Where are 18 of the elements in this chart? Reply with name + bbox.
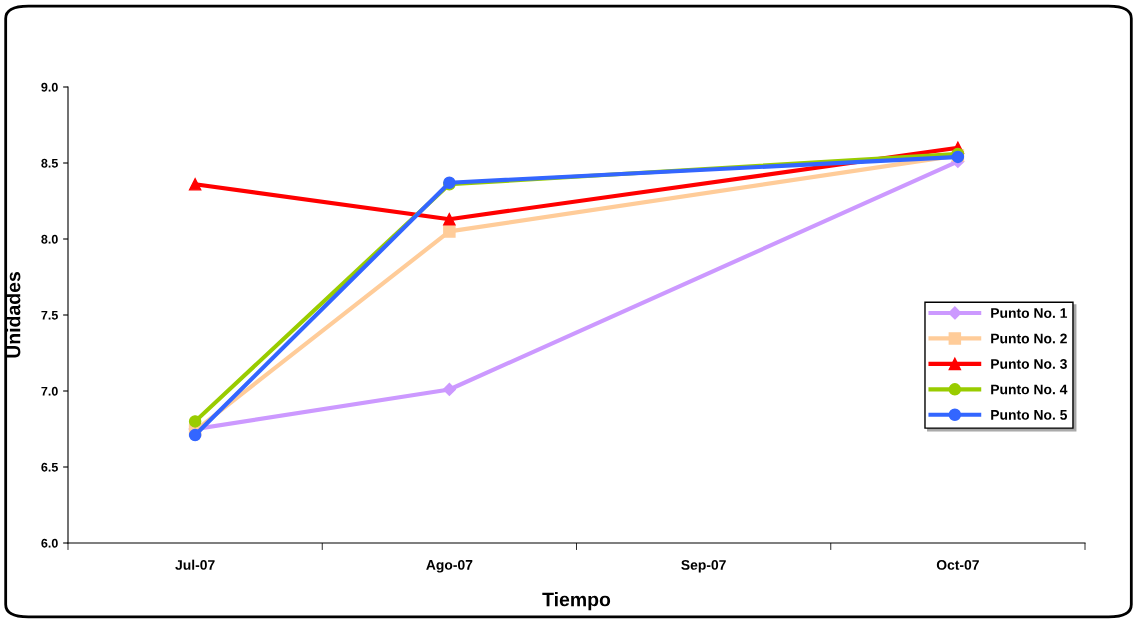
x-tick-label: Jul-07 bbox=[175, 559, 215, 570]
y-tick-label: 8.5 bbox=[41, 158, 58, 168]
y-tick-label: 7.0 bbox=[41, 386, 58, 396]
y-tick-label: 9.0 bbox=[41, 82, 58, 92]
legend-label: Punto No. 5 bbox=[991, 410, 1068, 420]
x-tick-label: Sep-07 bbox=[681, 560, 726, 573]
y-tick-label: 6.0 bbox=[41, 538, 58, 548]
y-axis-title: Unidades bbox=[6, 272, 21, 358]
legend-label: Punto No. 1 bbox=[991, 308, 1068, 318]
x-axis-title: Tiempo bbox=[542, 592, 611, 611]
legend-label: Punto No. 3 bbox=[991, 359, 1067, 369]
x-tick-label: Oct-07 bbox=[936, 560, 979, 570]
y-tick-label: 7.5 bbox=[41, 310, 58, 320]
y-tick-label: 6.5 bbox=[41, 462, 58, 472]
legend-label: Punto No. 4 bbox=[991, 384, 1068, 395]
x-tick-label: Ago-07 bbox=[426, 559, 473, 573]
legend-label: Punto No. 2 bbox=[991, 333, 1067, 344]
y-tick-label: 8.0 bbox=[41, 234, 58, 244]
